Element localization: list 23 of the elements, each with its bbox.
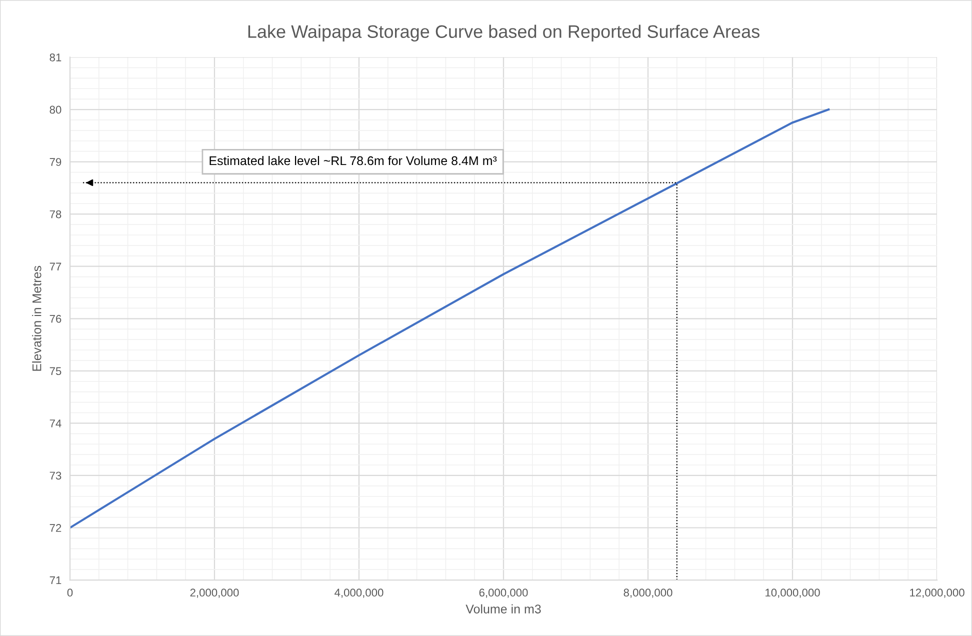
x-tick-label: 6,000,000 <box>479 588 528 598</box>
x-tick-label: 8,000,000 <box>624 588 672 598</box>
y-tick-label: 81 <box>50 54 62 62</box>
y-tick-label: 72 <box>50 524 62 532</box>
y-tick-label: 79 <box>50 158 62 166</box>
y-axis-title: Elevation in Metres <box>32 266 42 371</box>
y-tick-label: 71 <box>50 576 62 584</box>
y-tick-label: 80 <box>50 106 62 114</box>
x-tick-label: 12,000,000 <box>910 588 964 598</box>
y-tick-label: 73 <box>50 472 62 480</box>
x-tick-label: 2,000,000 <box>190 588 239 598</box>
y-tick-label: 75 <box>50 367 62 376</box>
line-series <box>70 108 830 529</box>
y-tick-label: 74 <box>50 420 62 428</box>
x-axis-title: Volume in m3 <box>466 604 541 614</box>
x-tick-label: 4,000,000 <box>334 588 384 598</box>
annotation: Estimated lake level ~RL 78.6m for Volume 8.4M m³ <box>210 156 497 166</box>
y-tick-label: 76 <box>50 314 62 323</box>
chart-title: Lake Waipapa Storage Curve based on Reported Surface Areas <box>248 24 760 42</box>
x-tick-label: 10,000,000 <box>766 588 820 598</box>
y-tick-label: 78 <box>50 210 62 218</box>
y-tick-label: 77 <box>50 262 62 270</box>
x-tick-label: 0 <box>67 588 73 597</box>
